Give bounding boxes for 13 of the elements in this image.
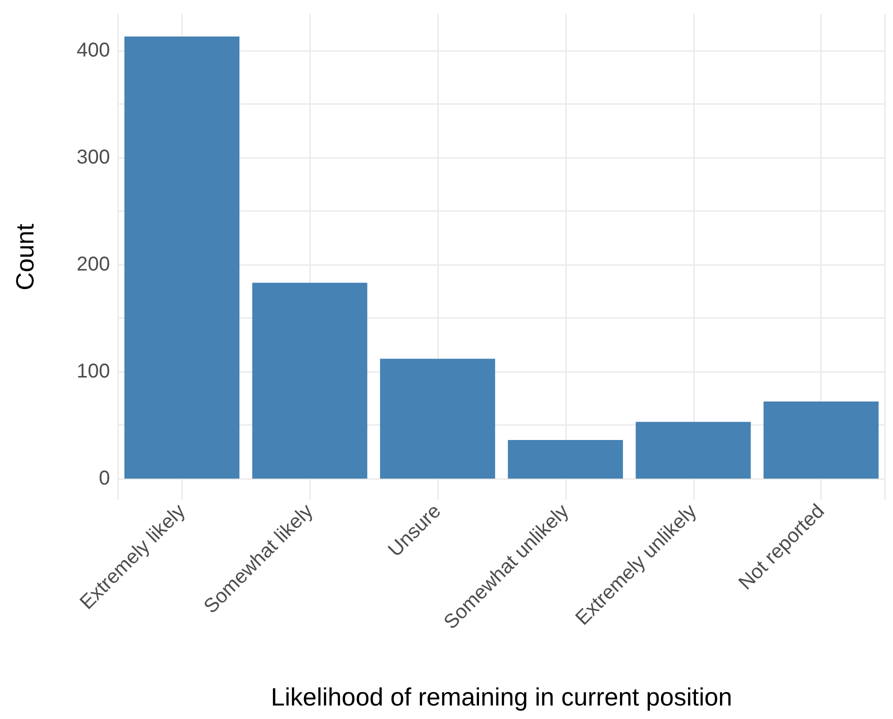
bar [252, 282, 368, 479]
bar [636, 422, 751, 479]
y-tick-label: 100 [76, 360, 110, 383]
bar [124, 36, 240, 479]
y-tick-label: 200 [76, 253, 110, 276]
x-axis-title: Likelihood of remaining in current position [270, 684, 732, 712]
bar [508, 440, 623, 479]
bar [764, 402, 879, 479]
y-tick-label: 300 [76, 146, 110, 168]
y-axis-title: Count [12, 224, 40, 290]
y-tick-label: 0 [98, 468, 110, 490]
y-tick-label: 400 [76, 39, 110, 62]
bar [380, 358, 496, 479]
